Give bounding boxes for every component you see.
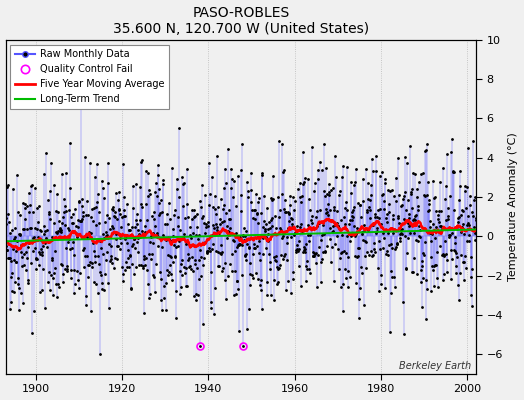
Legend: Raw Monthly Data, Quality Control Fail, Five Year Moving Average, Long-Term Tren: Raw Monthly Data, Quality Control Fail, …	[10, 44, 169, 109]
Y-axis label: Temperature Anomaly (°C): Temperature Anomaly (°C)	[508, 132, 518, 281]
Title: PASO-ROBLES
35.600 N, 120.700 W (United States): PASO-ROBLES 35.600 N, 120.700 W (United …	[113, 6, 369, 36]
Text: Berkeley Earth: Berkeley Earth	[399, 361, 471, 371]
